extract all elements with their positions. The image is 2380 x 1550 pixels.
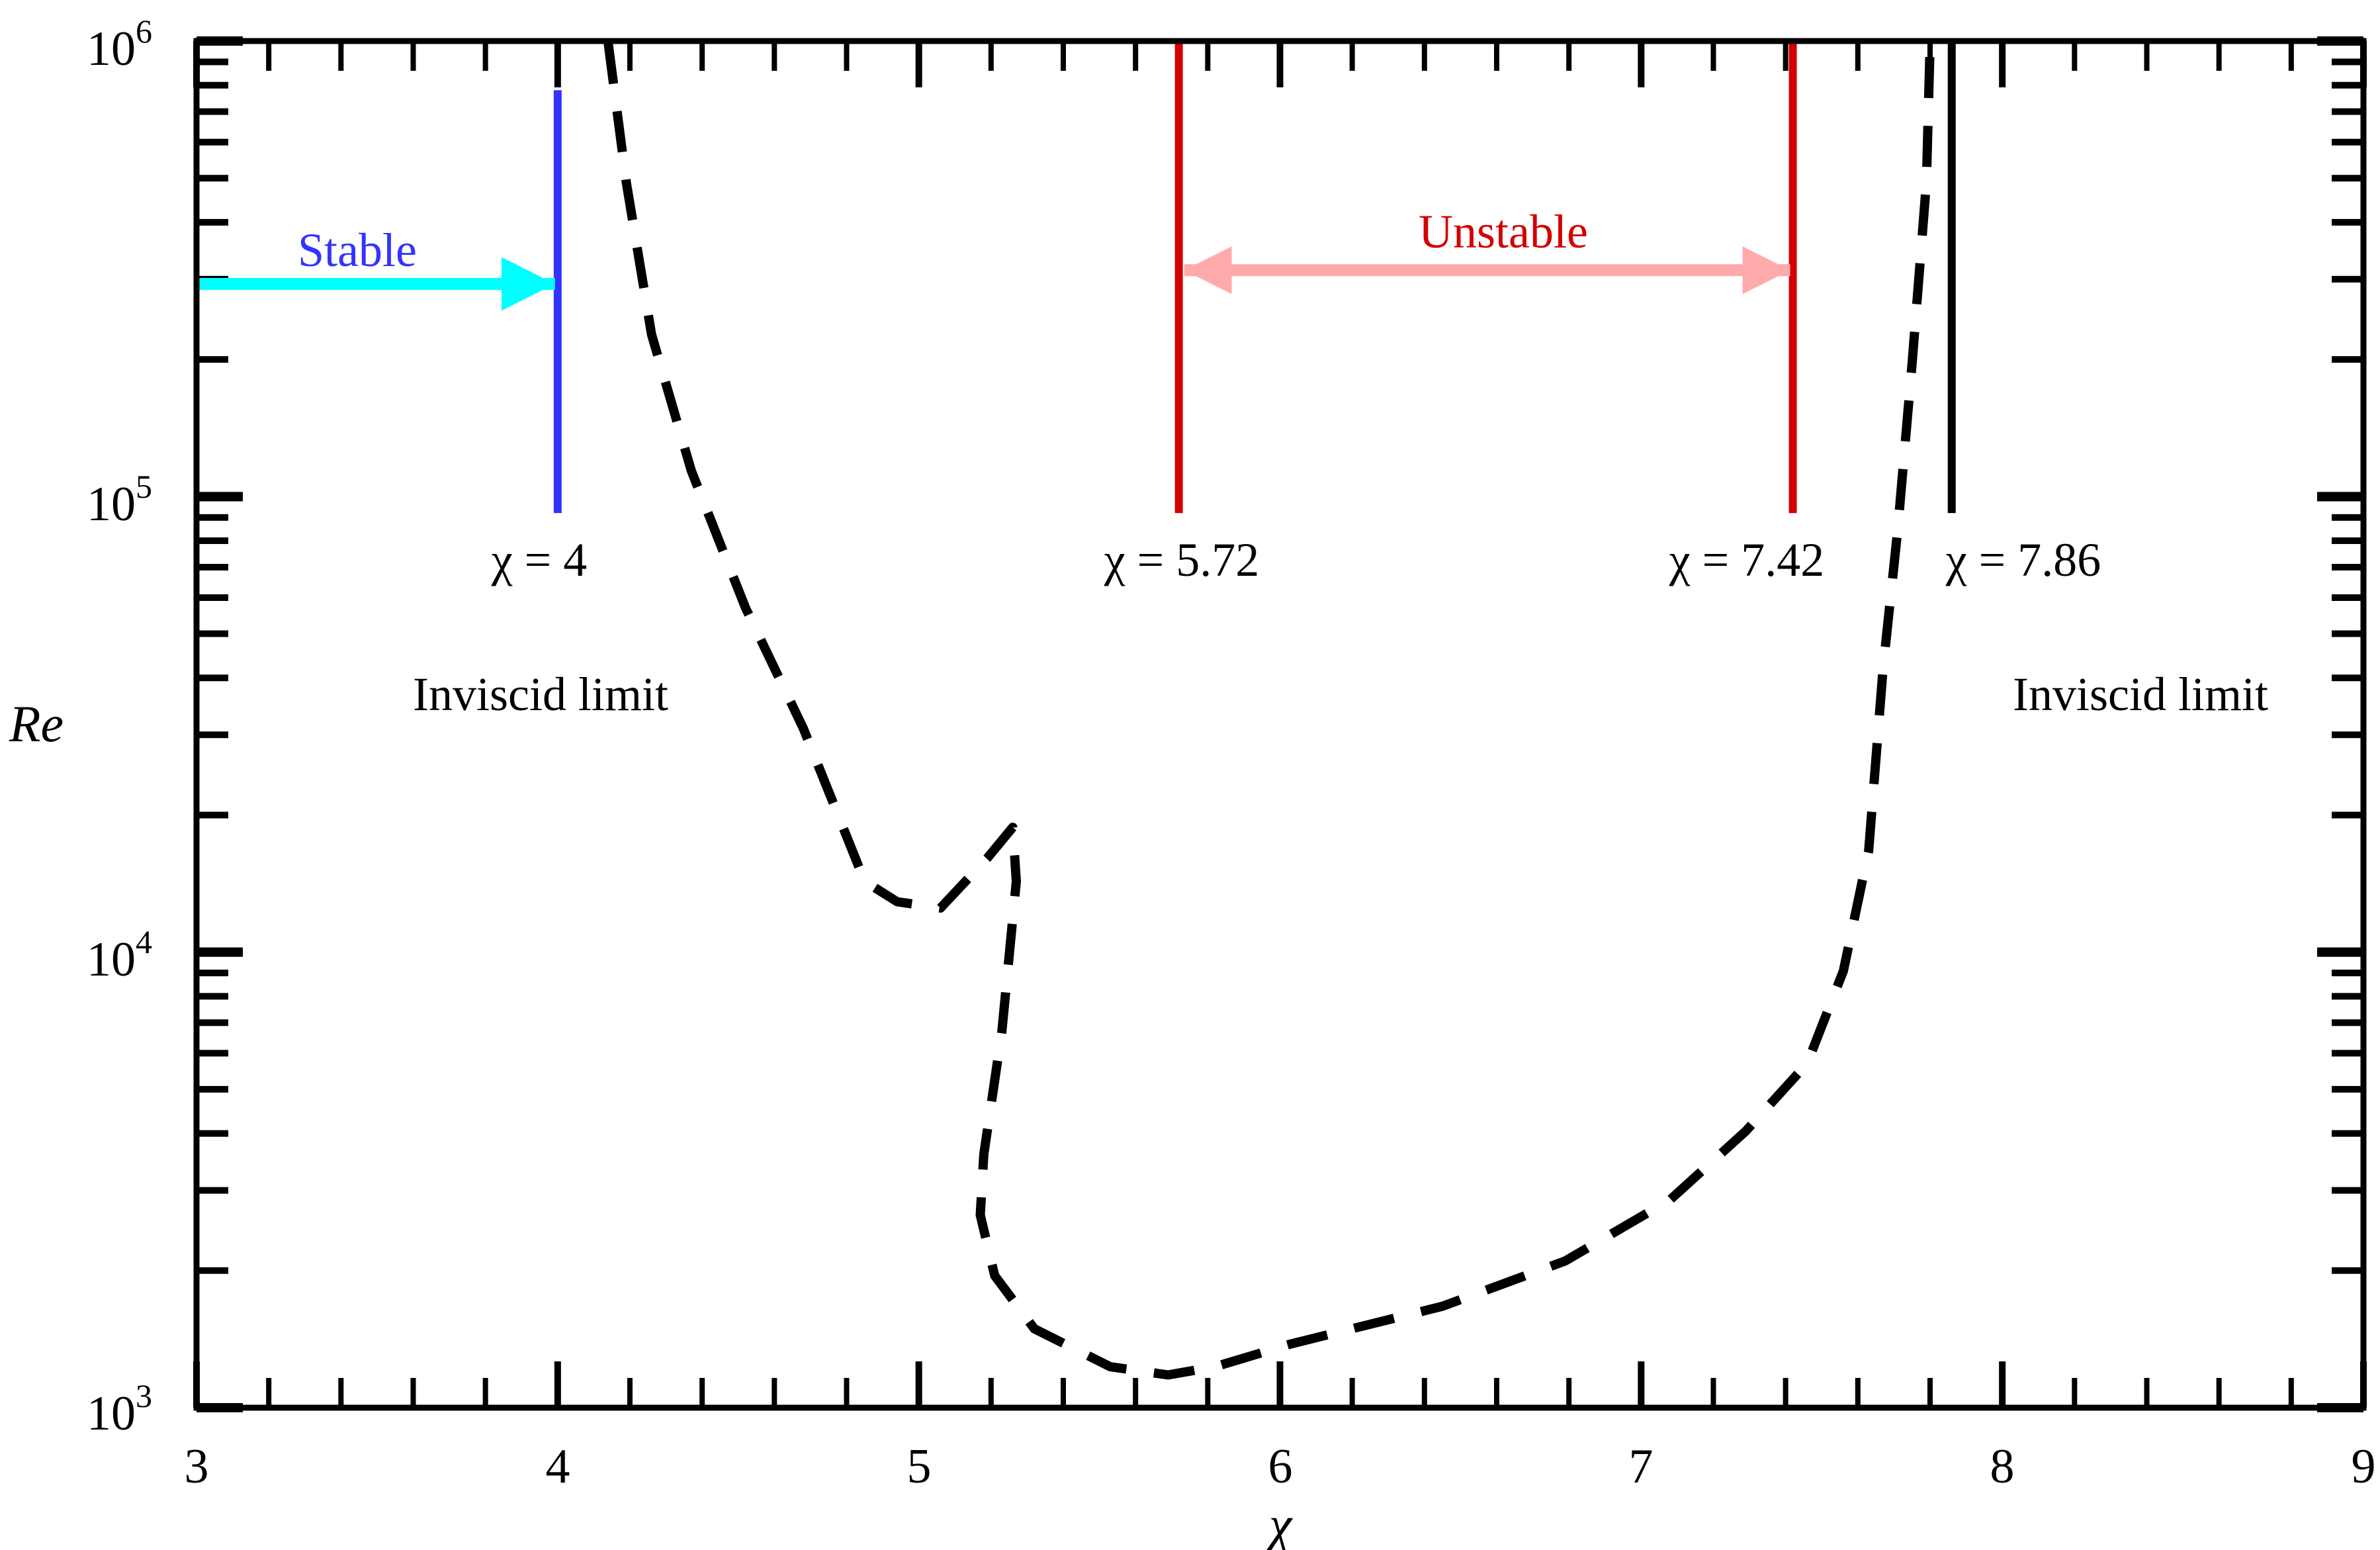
x-tick-7: 7 xyxy=(1629,1439,1653,1494)
x-tick-3: 3 xyxy=(185,1439,209,1494)
y-tick-labels: 103 104 105 106 xyxy=(87,13,152,1441)
x-tick-8: 8 xyxy=(1990,1439,2015,1494)
chi-786-label: χ = 7.86 xyxy=(1945,533,2101,586)
x-tick-labels: 3 4 5 6 7 8 9 xyxy=(185,1439,2376,1494)
x-axis-title: χ xyxy=(1264,1496,1293,1550)
chi-742-label: χ = 7.42 xyxy=(1669,533,1825,586)
inviscid-limit-left: Inviscid limit xyxy=(413,668,668,721)
x-tick-6: 6 xyxy=(1268,1439,1293,1494)
y-axis-title: Re xyxy=(9,695,64,752)
annotations: Stable Unstable χ = 4 χ = 5.72 χ = 7.42 … xyxy=(298,205,2268,721)
unstable-label: Unstable xyxy=(1419,205,1588,258)
plot-frame xyxy=(193,38,2367,1411)
inviscid-limit-right: Inviscid limit xyxy=(2013,668,2268,721)
y-tick-1e3: 103 xyxy=(87,1377,152,1441)
chi-4-label: χ = 4 xyxy=(491,533,588,586)
y-tick-1e4: 104 xyxy=(87,923,152,987)
neutral-stability-curve xyxy=(603,42,1935,1380)
x-tick-4: 4 xyxy=(546,1439,570,1494)
y-tick-1e5: 105 xyxy=(87,468,152,531)
x-tick-5: 5 xyxy=(907,1439,932,1494)
axis-ticks xyxy=(193,36,2367,1412)
chi-572-label: χ = 5.72 xyxy=(1104,533,1260,586)
x-tick-9: 9 xyxy=(2352,1439,2376,1494)
y-tick-1e6: 106 xyxy=(87,13,152,76)
stable-label: Stable xyxy=(298,224,417,277)
reference-lines xyxy=(553,41,1956,514)
